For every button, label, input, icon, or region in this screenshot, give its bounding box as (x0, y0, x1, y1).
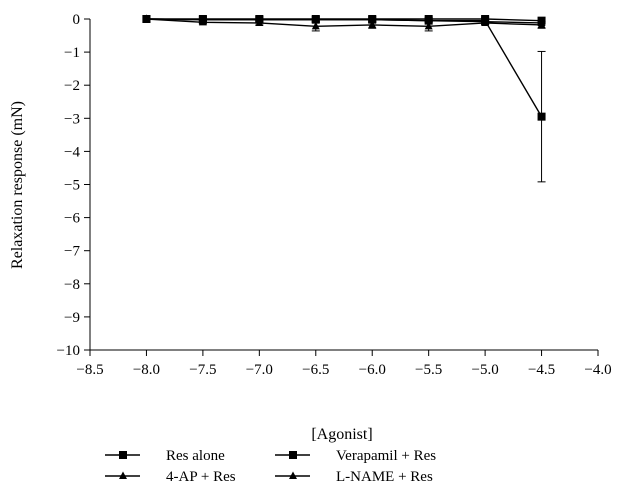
x-tick-label: −6.5 (302, 362, 329, 378)
legend-item: 4-AP + Res (105, 469, 236, 485)
x-tick-label: −5.5 (415, 362, 442, 378)
data-point (481, 17, 490, 25)
y-axis-label: Relaxation response (mN) (9, 101, 26, 269)
x-tick-label: −4.0 (584, 362, 611, 378)
data-point (424, 21, 433, 30)
data-point (255, 15, 264, 23)
legend-marker (289, 471, 297, 480)
x-axis-label: [Agonist] (311, 426, 372, 443)
x-tick-label: −7.5 (189, 362, 216, 378)
x-tick-label: −8.0 (133, 362, 160, 378)
y-tick-label: −10 (57, 343, 80, 359)
series-3 (142, 14, 546, 27)
data-point (537, 18, 546, 27)
legend-marker (119, 451, 127, 459)
y-tick-label: −4 (64, 144, 80, 160)
x-tick-label: −4.5 (528, 362, 555, 378)
y-tick-label: 0 (73, 12, 81, 28)
chart-axes: 0 −1 −2 −3 −4 −5 −6 −7 −8 −9 −10 −8.5 −8.0 −7.5 −7.0 −6… (57, 12, 612, 378)
legend-item: Res alone (105, 448, 225, 464)
chart-legend: Res alone Verapamil + Res 4-AP + Res L-NAME… (105, 448, 436, 485)
x-tick-label: −8.5 (76, 362, 103, 378)
y-tick-label: −7 (64, 244, 80, 260)
series-line (146, 18, 542, 24)
legend-label: 4-AP + Res (166, 469, 236, 485)
legend-label: Verapamil + Res (336, 448, 436, 464)
data-point (368, 15, 377, 23)
y-tick-label: −2 (64, 78, 80, 94)
series-1 (142, 15, 546, 183)
y-tick-label: −6 (64, 211, 80, 227)
data-point (311, 15, 320, 23)
chart-series (142, 14, 546, 183)
y-tick-label: −9 (64, 310, 80, 326)
data-point (311, 21, 320, 30)
legend-item: Verapamil + Res (275, 448, 436, 464)
data-point (368, 20, 377, 28)
series-line (146, 18, 542, 27)
y-tick-label: −3 (64, 111, 80, 127)
x-tick-label: −7.0 (246, 362, 273, 378)
y-tick-label: −8 (64, 277, 80, 293)
data-point (142, 14, 151, 23)
data-point (537, 112, 546, 121)
legend-label: Res alone (166, 448, 225, 464)
y-tick-label: −1 (64, 45, 80, 61)
legend-marker (289, 451, 297, 459)
legend-item: L-NAME + Res (275, 469, 433, 485)
x-tick-label: −5.0 (472, 362, 499, 378)
x-tick-label: −6.0 (359, 362, 386, 378)
legend-marker (119, 471, 127, 480)
legend-label: L-NAME + Res (336, 469, 433, 485)
data-point (424, 16, 433, 24)
data-point (198, 15, 207, 23)
y-tick-label: −5 (64, 178, 80, 194)
series-line (146, 18, 543, 117)
